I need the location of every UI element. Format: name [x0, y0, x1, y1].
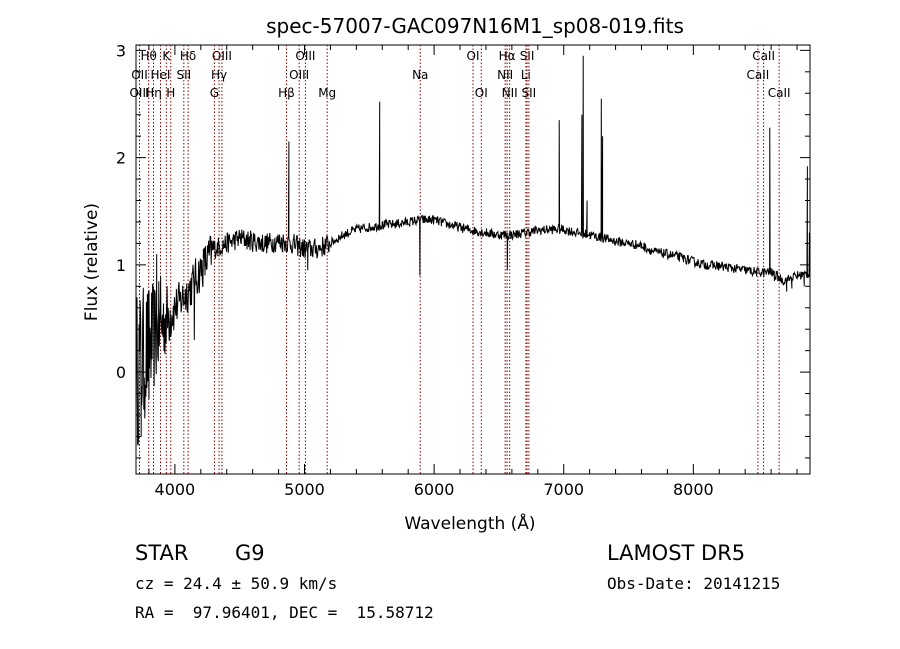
y-axis-label: Flux (relative)	[82, 203, 102, 321]
line-marker-label: K	[162, 49, 171, 63]
line-marker-label: Hθ	[141, 49, 157, 63]
spectrum-line	[135, 55, 811, 446]
x-tick-label: 8000	[673, 480, 714, 499]
line-marker-label: Hβ	[278, 86, 295, 100]
line-marker-label: H	[166, 86, 175, 100]
x-tick-label: 6000	[414, 480, 455, 499]
line-marker-label: OII	[131, 68, 148, 82]
line-marker-label: OI	[467, 49, 480, 63]
line-marker-label: G	[210, 86, 219, 100]
line-marker-label: CaII	[746, 68, 769, 82]
line-marker-label: HeI	[151, 68, 171, 82]
line-marker-label: SII	[522, 86, 537, 100]
line-marker-label: CaII	[768, 86, 791, 100]
survey-label: LAMOST DR5	[607, 541, 746, 565]
y-tick-label: 3	[116, 41, 126, 60]
line-marker-label: OIII	[295, 49, 315, 63]
line-marker-label: Hδ	[180, 49, 196, 63]
line-marker-label: Mg	[318, 86, 336, 100]
line-marker-label: Hγ	[211, 68, 227, 82]
line-marker-label: OIII	[212, 49, 232, 63]
line-marker-label: Li	[521, 68, 531, 82]
line-marker-label: OIII	[289, 68, 309, 82]
line-marker-label: SII	[520, 49, 535, 63]
x-tick-label: 7000	[543, 480, 584, 499]
x-tick-label: 4000	[155, 480, 196, 499]
line-marker-label: Na	[412, 68, 428, 82]
coords-label: RA = 97.96401, DEC = 15.58712	[135, 603, 434, 622]
line-marker-label: CaII	[752, 49, 775, 63]
class-label: STAR	[135, 541, 189, 565]
velocity-label: cz = 24.4 ± 50.9 km/s	[135, 574, 338, 593]
y-tick-label: 2	[116, 149, 126, 168]
y-tick-label: 1	[116, 256, 126, 275]
line-marker-label: Hα	[499, 49, 516, 63]
line-marker-label: NII	[502, 86, 518, 100]
obs-date-label: Obs-Date: 20141215	[607, 574, 781, 593]
x-axis-label: Wavelength (Å)	[404, 512, 535, 534]
line-marker-label: OI	[475, 86, 488, 100]
chart-title: spec-57007-GAC097N16M1_sp08-019.fits	[266, 14, 684, 38]
y-tick-label: 0	[116, 363, 126, 382]
line-marker-label: Hη	[145, 86, 162, 100]
x-tick-label: 5000	[284, 480, 325, 499]
axes: 4000 5000 6000 7000 8000 0 1 2 3	[116, 41, 810, 499]
line-marker-label: NII	[497, 68, 513, 82]
subclass-label: G9	[235, 541, 265, 565]
line-marker-label: SII	[176, 68, 191, 82]
